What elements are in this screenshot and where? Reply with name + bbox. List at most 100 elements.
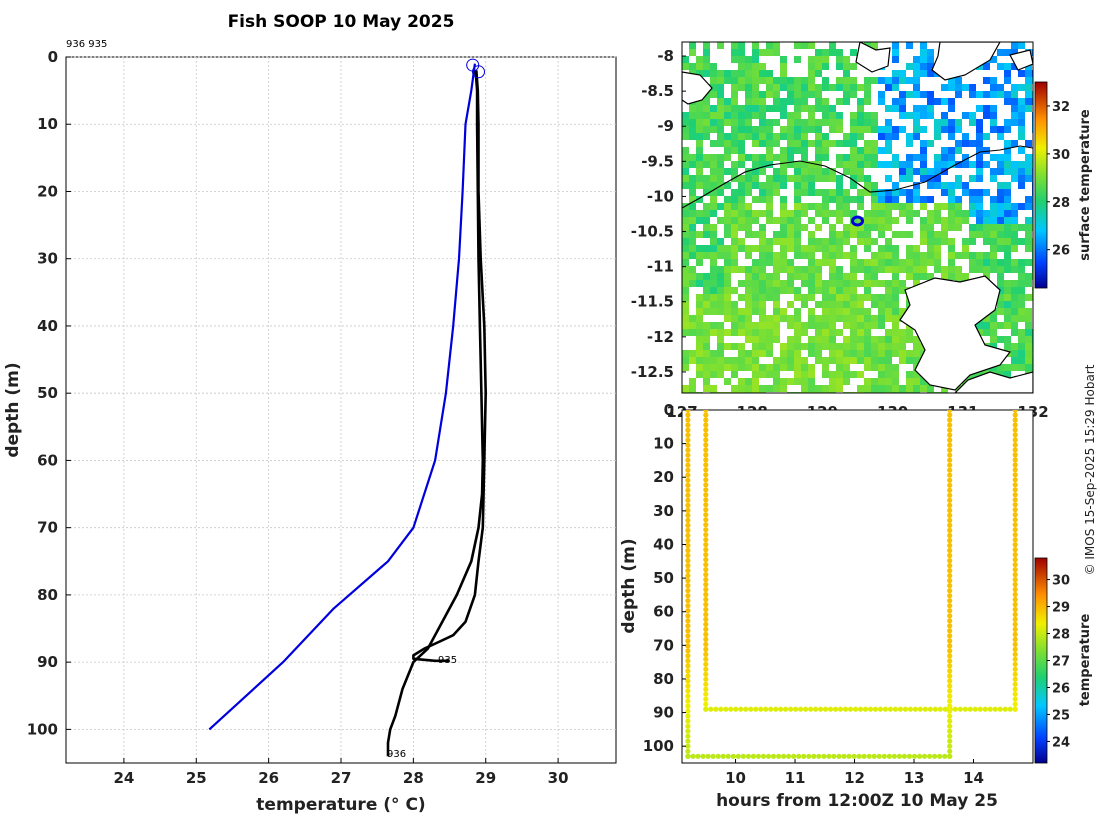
sst-cell <box>850 266 857 273</box>
sst-cell <box>1018 343 1025 350</box>
sst-cell <box>843 315 850 322</box>
profile-x-tick-label: 27 <box>331 769 352 787</box>
sst-cell <box>927 98 934 105</box>
sst-cell <box>773 371 780 378</box>
sst-cell <box>1018 294 1025 301</box>
temperature-sample <box>947 728 953 734</box>
sst-cell <box>850 168 857 175</box>
sst-cell <box>836 182 843 189</box>
sst-cell <box>731 385 738 392</box>
eez-boundary <box>682 145 1033 209</box>
sst-cell <box>962 210 969 217</box>
temperature-sample <box>822 706 829 712</box>
sst-cell <box>710 245 717 252</box>
sst-cell <box>871 119 878 126</box>
sst-cell <box>997 203 1004 210</box>
sst-cell <box>759 196 766 203</box>
sst-cell <box>1011 364 1018 371</box>
sst-cell <box>976 154 983 161</box>
sst-cell <box>1004 98 1011 105</box>
temperature-sample <box>703 596 709 603</box>
temperature-sample <box>1012 417 1018 423</box>
temperature-sample <box>1007 706 1013 712</box>
sst-cell <box>920 238 927 245</box>
sst-cell <box>773 154 780 161</box>
profile-ids: 936 935 <box>66 39 107 50</box>
temperature-sample <box>831 753 837 759</box>
sst-cell <box>794 371 801 378</box>
sst-cell <box>808 140 815 147</box>
sst-cell <box>1025 245 1032 252</box>
sst-cell <box>920 385 927 392</box>
sst-cell <box>745 77 752 84</box>
sst-cell <box>689 126 696 133</box>
temperature-sample <box>947 753 953 759</box>
temperature-sample <box>947 658 953 664</box>
sst-cell <box>1011 119 1018 126</box>
sst-cell <box>724 266 731 273</box>
sst-cell <box>682 308 689 315</box>
sst-cell <box>745 105 752 112</box>
sst-cell <box>808 252 815 259</box>
sst-cell <box>710 231 717 238</box>
sst-cell <box>892 217 899 224</box>
sst-cell <box>885 224 892 231</box>
time-xlabel: hours from 12:00Z 10 May 25 <box>716 791 998 811</box>
sst-cell <box>857 133 864 140</box>
sst-cell <box>1018 119 1025 126</box>
sst-cell <box>850 154 857 161</box>
sst-cell <box>815 385 822 392</box>
temperature-sample <box>773 706 779 712</box>
temperature-sample <box>906 753 913 759</box>
sst-cell <box>703 210 710 217</box>
sst-cell <box>787 266 794 273</box>
sst-cell <box>892 315 899 322</box>
sst-cell <box>850 371 857 378</box>
sst-cell <box>703 245 710 252</box>
sst-cell <box>717 203 724 210</box>
sst-cell <box>738 105 745 112</box>
sst-cell <box>801 203 808 210</box>
sst-cell <box>1025 105 1032 112</box>
sst-cell <box>794 350 801 357</box>
sst-cell <box>752 182 759 189</box>
sst-cell <box>871 140 878 147</box>
sst-cell <box>997 273 1004 280</box>
temperature-sample <box>947 698 953 704</box>
temperature-sample <box>685 748 691 754</box>
sst-cell <box>766 343 773 350</box>
sst-cell <box>857 217 864 224</box>
sst-cell <box>815 336 822 343</box>
sst-cell <box>801 266 808 273</box>
time-y-tick-label: 80 <box>653 670 674 688</box>
sst-cell <box>997 371 1004 378</box>
sst-cell <box>682 238 689 245</box>
temperature-sample <box>703 631 709 638</box>
sst-cell <box>689 161 696 168</box>
temperature-sample <box>947 688 953 694</box>
temperature-sample <box>932 706 938 712</box>
temperature-sample <box>803 706 809 712</box>
sst-cell <box>913 385 920 392</box>
sst-cell <box>703 154 710 161</box>
sst-cell <box>920 49 927 56</box>
temperature-sample <box>1012 532 1018 538</box>
sst-cell <box>1025 175 1032 182</box>
temperature-sample <box>703 621 709 628</box>
temperature-sample <box>827 706 834 712</box>
map-y-tick-label: -9 <box>657 117 674 135</box>
sst-cell <box>857 385 864 392</box>
sst-cell <box>836 126 843 133</box>
sst-cell <box>1018 161 1025 168</box>
sst-cell <box>689 112 696 119</box>
temperature-sample <box>685 467 691 473</box>
profile-series-profile-935 <box>412 70 488 663</box>
sst-cell <box>696 175 703 182</box>
sst-cell <box>696 182 703 189</box>
sst-cell <box>899 259 906 266</box>
sst-cell <box>801 147 808 154</box>
sst-cell <box>703 336 710 343</box>
sst-cell <box>829 308 836 315</box>
sst-cell <box>962 161 969 168</box>
sst-cell <box>1011 308 1018 315</box>
